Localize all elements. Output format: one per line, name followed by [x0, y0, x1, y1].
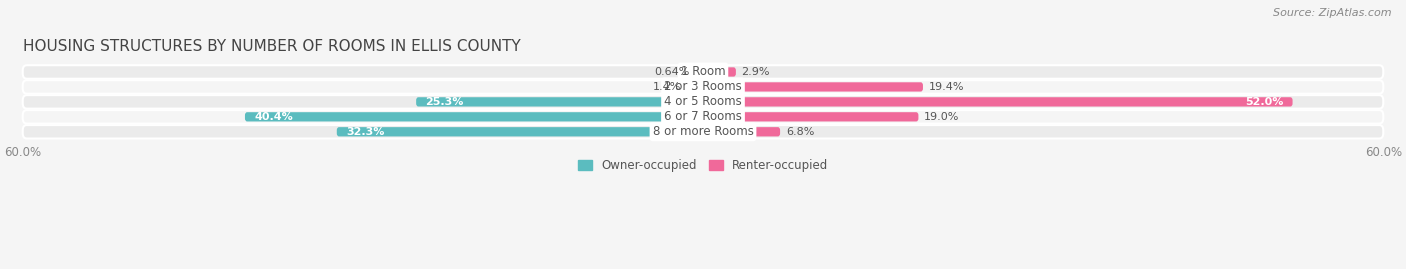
- Text: 2.9%: 2.9%: [741, 67, 770, 77]
- Text: 8 or more Rooms: 8 or more Rooms: [652, 125, 754, 138]
- FancyBboxPatch shape: [703, 67, 735, 77]
- Text: 0.64%: 0.64%: [655, 67, 690, 77]
- Text: 1 Room: 1 Room: [681, 65, 725, 79]
- Text: 19.4%: 19.4%: [928, 82, 965, 92]
- FancyBboxPatch shape: [337, 127, 703, 136]
- FancyBboxPatch shape: [696, 67, 703, 77]
- FancyBboxPatch shape: [703, 97, 1292, 107]
- Text: 4 or 5 Rooms: 4 or 5 Rooms: [664, 95, 742, 108]
- FancyBboxPatch shape: [22, 110, 1384, 123]
- Text: 19.0%: 19.0%: [924, 112, 959, 122]
- Text: 1.4%: 1.4%: [652, 82, 682, 92]
- Text: 6 or 7 Rooms: 6 or 7 Rooms: [664, 110, 742, 123]
- FancyBboxPatch shape: [416, 97, 703, 107]
- Text: 25.3%: 25.3%: [425, 97, 464, 107]
- FancyBboxPatch shape: [703, 112, 918, 122]
- Text: Source: ZipAtlas.com: Source: ZipAtlas.com: [1274, 8, 1392, 18]
- FancyBboxPatch shape: [688, 82, 703, 91]
- FancyBboxPatch shape: [22, 65, 1384, 79]
- Text: HOUSING STRUCTURES BY NUMBER OF ROOMS IN ELLIS COUNTY: HOUSING STRUCTURES BY NUMBER OF ROOMS IN…: [22, 39, 520, 54]
- Text: 32.3%: 32.3%: [346, 127, 384, 137]
- Text: 2 or 3 Rooms: 2 or 3 Rooms: [664, 80, 742, 93]
- Text: 52.0%: 52.0%: [1246, 97, 1284, 107]
- FancyBboxPatch shape: [245, 112, 703, 122]
- FancyBboxPatch shape: [22, 80, 1384, 94]
- FancyBboxPatch shape: [703, 82, 922, 91]
- FancyBboxPatch shape: [22, 125, 1384, 139]
- Text: 40.4%: 40.4%: [254, 112, 292, 122]
- Text: 6.8%: 6.8%: [786, 127, 814, 137]
- FancyBboxPatch shape: [22, 95, 1384, 109]
- FancyBboxPatch shape: [703, 127, 780, 136]
- Legend: Owner-occupied, Renter-occupied: Owner-occupied, Renter-occupied: [572, 154, 834, 177]
